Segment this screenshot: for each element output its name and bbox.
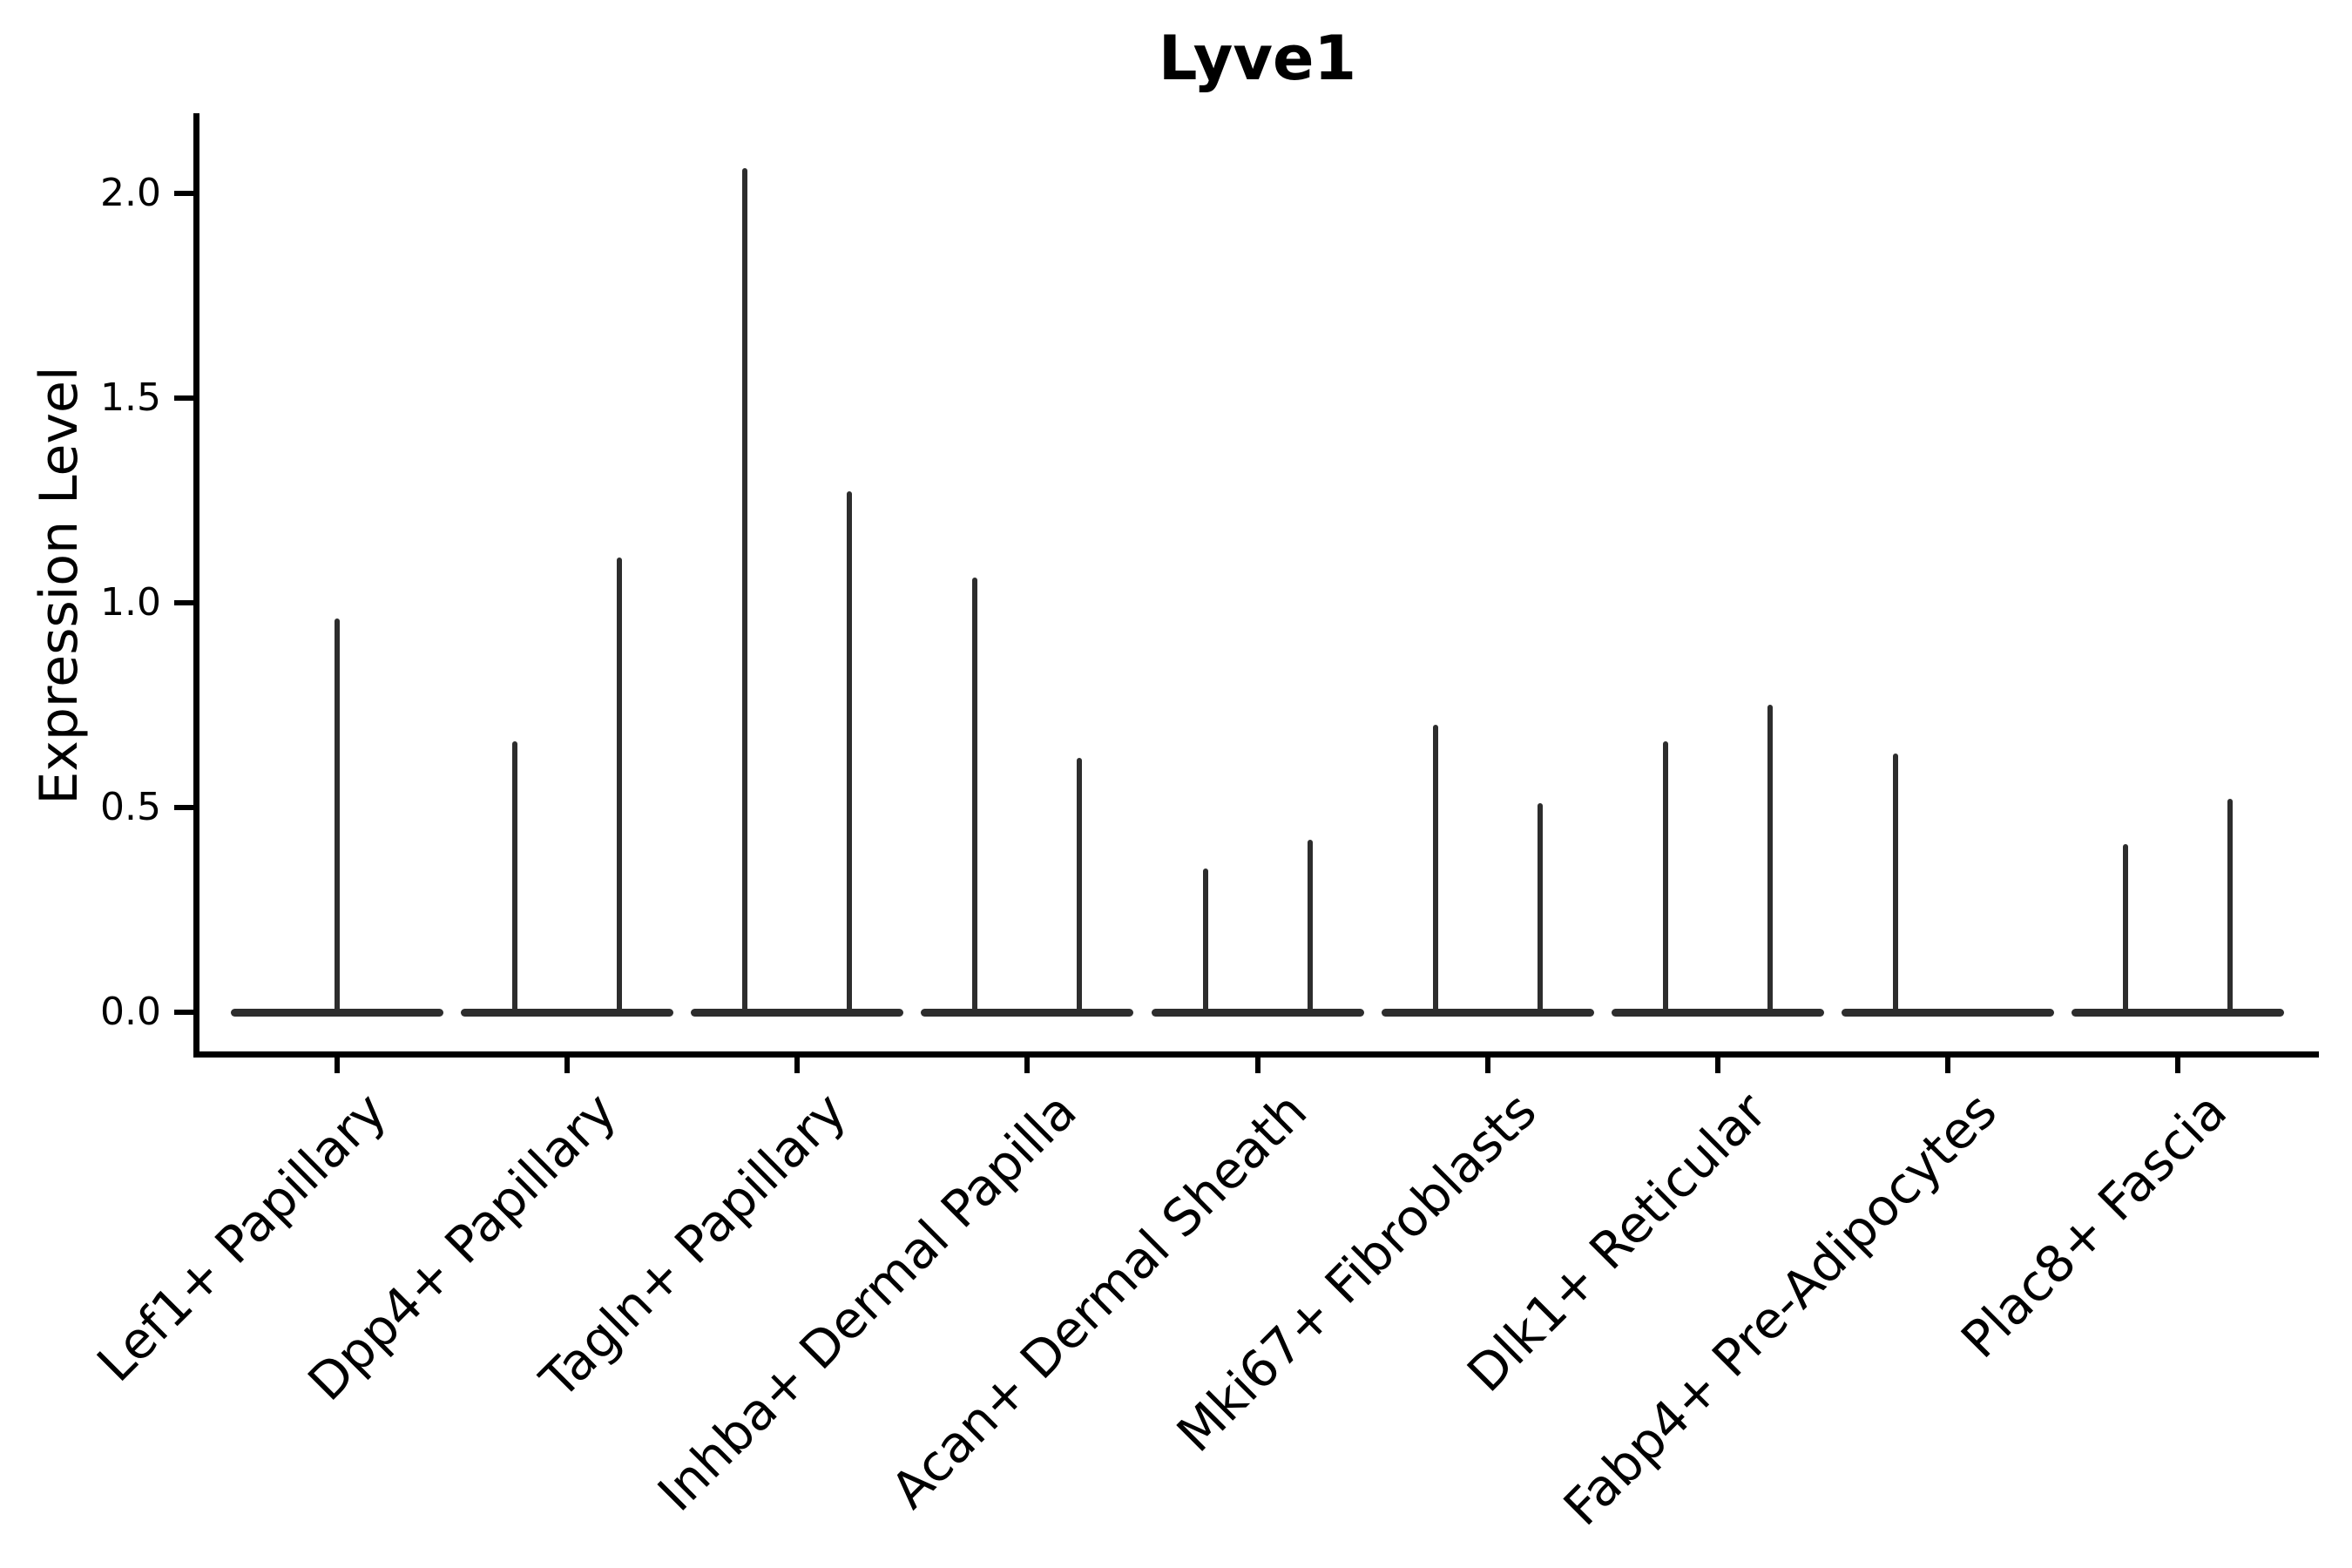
violin-spike (1202, 868, 1208, 1016)
violin-baseline (2072, 1009, 2284, 1017)
y-tick-mark (174, 805, 196, 810)
violin-spike (1892, 754, 1898, 1016)
x-tick-mark (564, 1054, 571, 1073)
violin-baseline (921, 1009, 1134, 1017)
violin-spike (972, 578, 978, 1016)
x-tick-mark (1484, 1054, 1490, 1073)
violin-spike (742, 168, 748, 1016)
y-tick-mark (174, 191, 196, 196)
violin-spike (1767, 704, 1773, 1016)
violin-baseline (1611, 1009, 1824, 1017)
y-tick-mark (174, 1010, 196, 1015)
violin-spike (335, 618, 340, 1016)
y-tick-mark (174, 395, 196, 401)
x-tick-mark (335, 1054, 340, 1073)
x-tick-mark (1254, 1054, 1260, 1073)
y-tick-label: 0.5 (100, 785, 161, 829)
violin-baseline (1151, 1009, 1364, 1017)
x-tick-mark (1714, 1054, 1720, 1073)
violin-spike (617, 557, 623, 1016)
violin-baseline (1841, 1009, 2054, 1017)
x-tick-label-8: Fabp4+ Pre-Adipocytes (1552, 1081, 2009, 1538)
violin-spike (512, 741, 518, 1016)
violin-spike (1662, 741, 1668, 1016)
violin-spike (1432, 725, 1438, 1016)
violin-spike (1307, 839, 1313, 1016)
violin-spike (847, 491, 853, 1016)
y-tick-label: 2.0 (100, 171, 161, 215)
y-tick-label: 1.0 (100, 580, 161, 625)
y-tick-mark (174, 600, 196, 605)
violin-spike (2123, 843, 2128, 1016)
violin-spike (1077, 757, 1083, 1016)
y-tick-label: 0.0 (100, 990, 161, 1034)
violin-baseline (691, 1009, 904, 1017)
violin-baseline (1381, 1009, 1594, 1017)
y-axis-spine (193, 113, 199, 1058)
violin-spike (1537, 802, 1543, 1016)
x-tick-label-4: Inhba+ Dermal Papilla (646, 1081, 1088, 1523)
chart-title: Lyve1 (1158, 23, 1357, 94)
x-tick-mark (1944, 1054, 1950, 1073)
x-tick-label-5: Acan+ Dermal Sheath (879, 1081, 1318, 1520)
y-tick-label: 1.5 (100, 375, 161, 420)
violin-spike (2227, 798, 2233, 1016)
x-tick-mark (794, 1054, 801, 1073)
violin-baseline (461, 1009, 674, 1017)
x-tick-mark (2175, 1054, 2180, 1073)
x-tick-mark (1024, 1054, 1031, 1073)
